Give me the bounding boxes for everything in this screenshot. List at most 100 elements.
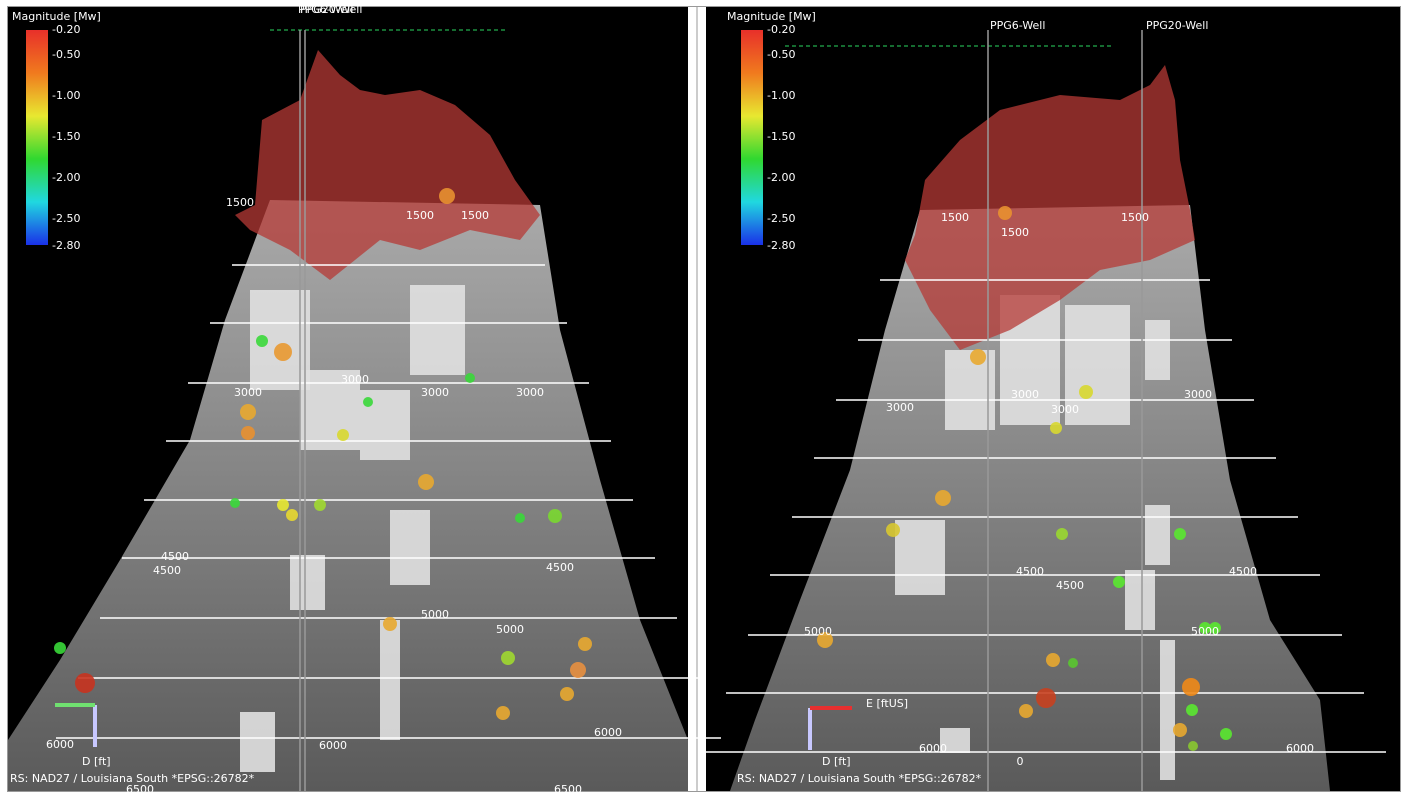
depth-label: 1500	[406, 209, 434, 222]
well-label: PPG6-Well	[990, 19, 1045, 32]
depth-label: 6000	[46, 738, 74, 751]
depth-label: 4500	[161, 550, 189, 563]
well-label: PPG20-Well	[1146, 19, 1208, 32]
cavern	[290, 555, 325, 610]
depth-label: 5000	[496, 623, 524, 636]
depth-label: 6000	[594, 726, 622, 739]
depth-label: 6500	[554, 783, 582, 794]
event	[1188, 741, 1198, 751]
event	[501, 651, 515, 665]
border	[7, 6, 1401, 792]
event	[465, 373, 475, 383]
cavern	[1160, 640, 1175, 780]
crs-label: RS: NAD27 / Louisiana South *EPSG::26782…	[10, 772, 255, 785]
depth-label: 0	[1017, 755, 1024, 768]
depth-label: 6000	[319, 739, 347, 752]
event	[1113, 576, 1125, 588]
colorbar-label: -1.50	[52, 130, 80, 143]
cavern	[410, 285, 465, 375]
event	[1050, 422, 1062, 434]
cavern	[1125, 570, 1155, 630]
depth-label: 6500	[126, 783, 154, 794]
axis-down-label: D [ft]	[82, 755, 111, 768]
event	[286, 509, 298, 521]
depth-label: 5000	[421, 608, 449, 621]
cavern	[380, 620, 400, 740]
event	[935, 490, 951, 506]
event	[277, 499, 289, 511]
event	[886, 523, 900, 537]
depth-label: 5000	[804, 625, 832, 638]
event	[1209, 622, 1221, 634]
depth-label: 1500	[1001, 226, 1029, 239]
event	[383, 617, 397, 631]
event	[241, 426, 255, 440]
colorbar-label: -2.00	[767, 171, 795, 184]
axis-down-label: D [ft]	[822, 755, 851, 768]
depth-label: 3000	[421, 386, 449, 399]
depth-label: 3000	[1184, 388, 1212, 401]
event	[1199, 622, 1211, 634]
depth-label: 6000	[1286, 742, 1314, 755]
salt-dome-surface	[8, 200, 688, 791]
depth-label: 1500	[226, 196, 254, 209]
colorbar-label: -2.50	[52, 212, 80, 225]
caprock-zone	[235, 50, 540, 280]
depth-label: 1500	[941, 211, 969, 224]
depth-label: 3000	[1051, 403, 1079, 416]
well-label: PPG6-Well	[298, 3, 353, 16]
depth-label: 4500	[1056, 579, 1084, 592]
event	[54, 642, 66, 654]
event	[1079, 385, 1093, 399]
event	[1173, 723, 1187, 737]
depth-label: 3000	[516, 386, 544, 399]
event	[998, 206, 1012, 220]
colorbar-label: -1.00	[767, 89, 795, 102]
cavern	[945, 350, 995, 430]
cavern	[1145, 320, 1170, 380]
colorbar-title: Magnitude [Mw]	[12, 10, 101, 23]
depth-label: 6000	[919, 742, 947, 755]
depth-label: 3000	[886, 401, 914, 414]
depth-label: 4500	[1229, 565, 1257, 578]
event	[240, 404, 256, 420]
event	[363, 397, 373, 407]
colorbar-label: -1.00	[52, 89, 80, 102]
depth-label: 4500	[1016, 565, 1044, 578]
cavern	[240, 712, 275, 772]
event	[1186, 704, 1198, 716]
event	[1220, 728, 1232, 740]
depth-label: 3000	[1011, 388, 1039, 401]
colorbar-label: -2.80	[52, 239, 80, 252]
event	[515, 513, 525, 523]
depth-label: 3000	[341, 373, 369, 386]
colorbar-label: -2.50	[767, 212, 795, 225]
cavern	[940, 728, 970, 753]
colorbar-label: -0.20	[52, 23, 80, 36]
event	[1019, 704, 1033, 718]
cavern	[1145, 505, 1170, 565]
cavern	[390, 510, 430, 585]
depth-label: 1500	[461, 209, 489, 222]
colorbar	[741, 30, 763, 245]
colorbar-label: -0.20	[767, 23, 795, 36]
event	[1182, 678, 1200, 696]
event	[578, 637, 592, 651]
event	[314, 499, 326, 511]
event	[817, 632, 833, 648]
event	[1068, 658, 1078, 668]
colorbar	[26, 30, 48, 245]
depth-label: 3000	[234, 386, 262, 399]
event	[1036, 688, 1056, 708]
colorbar-label: -0.50	[52, 48, 80, 61]
colorbar-label: -2.00	[52, 171, 80, 184]
event	[1174, 528, 1186, 540]
event	[560, 687, 574, 701]
depth-label: 4500	[153, 564, 181, 577]
event	[970, 349, 986, 365]
event	[439, 188, 455, 204]
event	[75, 673, 95, 693]
event	[274, 343, 292, 361]
